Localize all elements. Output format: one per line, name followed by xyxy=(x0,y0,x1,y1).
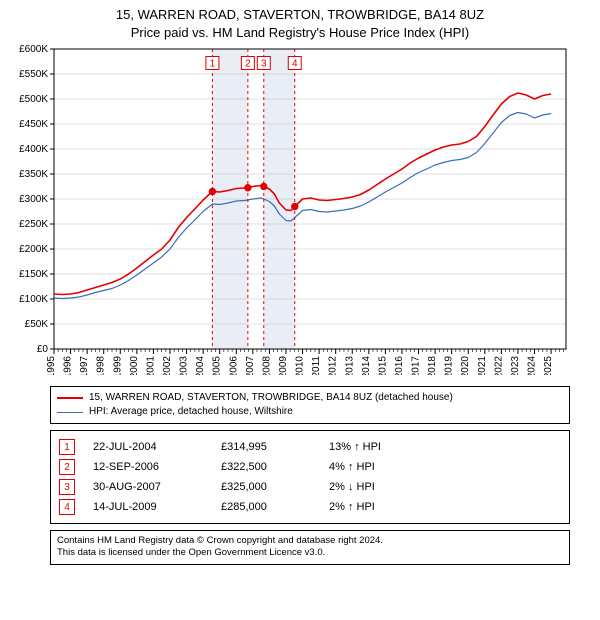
sale-marker-box: 3 xyxy=(59,479,75,495)
svg-text:2013: 2013 xyxy=(344,356,355,375)
title-line2: Price paid vs. HM Land Registry's House … xyxy=(10,24,590,42)
sale-delta: 2% ↓ HPI xyxy=(329,481,439,493)
sale-marker-box: 2 xyxy=(59,459,75,475)
svg-text:£450K: £450K xyxy=(19,119,48,130)
svg-text:£150K: £150K xyxy=(19,269,48,280)
svg-text:2009: 2009 xyxy=(278,356,289,375)
svg-text:2015: 2015 xyxy=(377,356,388,375)
svg-text:2008: 2008 xyxy=(261,356,272,375)
svg-text:3: 3 xyxy=(261,59,267,70)
sale-delta: 13% ↑ HPI xyxy=(329,441,439,453)
legend-label: 15, WARREN ROAD, STAVERTON, TROWBRIDGE, … xyxy=(89,391,453,405)
legend: 15, WARREN ROAD, STAVERTON, TROWBRIDGE, … xyxy=(50,386,570,424)
license-line1: Contains HM Land Registry data © Crown c… xyxy=(57,535,563,547)
license-note: Contains HM Land Registry data © Crown c… xyxy=(50,530,570,565)
line-chart: £0 £50K £100K £150K £200K £250K £300K £350K £400… xyxy=(10,45,570,375)
svg-text:2016: 2016 xyxy=(394,356,405,375)
svg-text:1997: 1997 xyxy=(79,356,90,375)
svg-text:2023: 2023 xyxy=(510,356,521,375)
svg-text:2021: 2021 xyxy=(477,356,488,375)
sale-date: 12-SEP-2006 xyxy=(93,461,203,473)
svg-text:2010: 2010 xyxy=(295,356,306,375)
legend-label: HPI: Average price, detached house, Wilt… xyxy=(89,405,293,419)
sale-row: 2 12-SEP-2006 £322,500 4% ↑ HPI xyxy=(59,457,561,477)
chart-title: 15, WARREN ROAD, STAVERTON, TROWBRIDGE, … xyxy=(10,6,590,41)
legend-item-hpi: HPI: Average price, detached house, Wilt… xyxy=(57,405,563,419)
legend-item-subject: 15, WARREN ROAD, STAVERTON, TROWBRIDGE, … xyxy=(57,391,563,405)
legend-swatch-hpi xyxy=(57,412,83,413)
svg-text:2002: 2002 xyxy=(162,356,173,375)
sale-date: 30-AUG-2007 xyxy=(93,481,203,493)
svg-text:£600K: £600K xyxy=(19,45,48,55)
svg-text:£100K: £100K xyxy=(19,294,48,305)
svg-text:2017: 2017 xyxy=(411,356,422,375)
svg-text:£200K: £200K xyxy=(19,244,48,255)
svg-text:£50K: £50K xyxy=(25,319,49,330)
svg-text:2000: 2000 xyxy=(129,356,140,375)
legend-swatch-subject xyxy=(57,397,83,399)
svg-text:2018: 2018 xyxy=(427,356,438,375)
sale-delta: 2% ↑ HPI xyxy=(329,501,439,513)
svg-text:£350K: £350K xyxy=(19,169,48,180)
svg-text:2022: 2022 xyxy=(493,356,504,375)
sale-row: 3 30-AUG-2007 £325,000 2% ↓ HPI xyxy=(59,477,561,497)
svg-text:2011: 2011 xyxy=(311,356,322,375)
svg-text:2003: 2003 xyxy=(179,356,190,375)
svg-text:2: 2 xyxy=(245,59,251,70)
sales-table: 1 22-JUL-2004 £314,995 13% ↑ HPI 2 12-SEP-200… xyxy=(50,430,570,524)
svg-text:2024: 2024 xyxy=(527,356,538,375)
sale-marker-box: 1 xyxy=(59,439,75,455)
sale-price: £325,000 xyxy=(221,481,311,493)
title-line1: 15, WARREN ROAD, STAVERTON, TROWBRIDGE, … xyxy=(10,6,590,24)
svg-text:2020: 2020 xyxy=(460,356,471,375)
svg-text:2012: 2012 xyxy=(328,356,339,375)
svg-text:2025: 2025 xyxy=(543,356,554,375)
svg-text:2014: 2014 xyxy=(361,356,372,375)
svg-text:1995: 1995 xyxy=(46,356,57,375)
sale-price: £322,500 xyxy=(221,461,311,473)
svg-text:2006: 2006 xyxy=(228,356,239,375)
svg-text:£0: £0 xyxy=(37,344,49,355)
svg-text:£400K: £400K xyxy=(19,144,48,155)
svg-text:2019: 2019 xyxy=(444,356,455,375)
svg-text:£300K: £300K xyxy=(19,194,48,205)
svg-text:2001: 2001 xyxy=(145,356,156,375)
svg-text:£250K: £250K xyxy=(19,219,48,230)
svg-text:1998: 1998 xyxy=(96,356,107,375)
svg-text:2004: 2004 xyxy=(195,356,206,375)
sale-row: 4 14-JUL-2009 £285,000 2% ↑ HPI xyxy=(59,497,561,517)
sale-price: £314,995 xyxy=(221,441,311,453)
svg-text:£550K: £550K xyxy=(19,69,48,80)
sale-row: 1 22-JUL-2004 £314,995 13% ↑ HPI xyxy=(59,437,561,457)
svg-text:1996: 1996 xyxy=(63,356,74,375)
svg-text:1: 1 xyxy=(210,59,216,70)
svg-text:£500K: £500K xyxy=(19,94,48,105)
svg-text:4: 4 xyxy=(292,59,298,70)
svg-text:2007: 2007 xyxy=(245,356,256,375)
license-line2: This data is licensed under the Open Gov… xyxy=(57,547,563,559)
sale-delta: 4% ↑ HPI xyxy=(329,461,439,473)
chart-area: £0 £50K £100K £150K £200K £250K £300K £350K £400… xyxy=(10,45,590,380)
sale-marker-box: 4 xyxy=(59,499,75,515)
sale-date: 22-JUL-2004 xyxy=(93,441,203,453)
svg-text:1999: 1999 xyxy=(112,356,123,375)
svg-text:2005: 2005 xyxy=(212,356,223,375)
sale-price: £285,000 xyxy=(221,501,311,513)
sale-date: 14-JUL-2009 xyxy=(93,501,203,513)
